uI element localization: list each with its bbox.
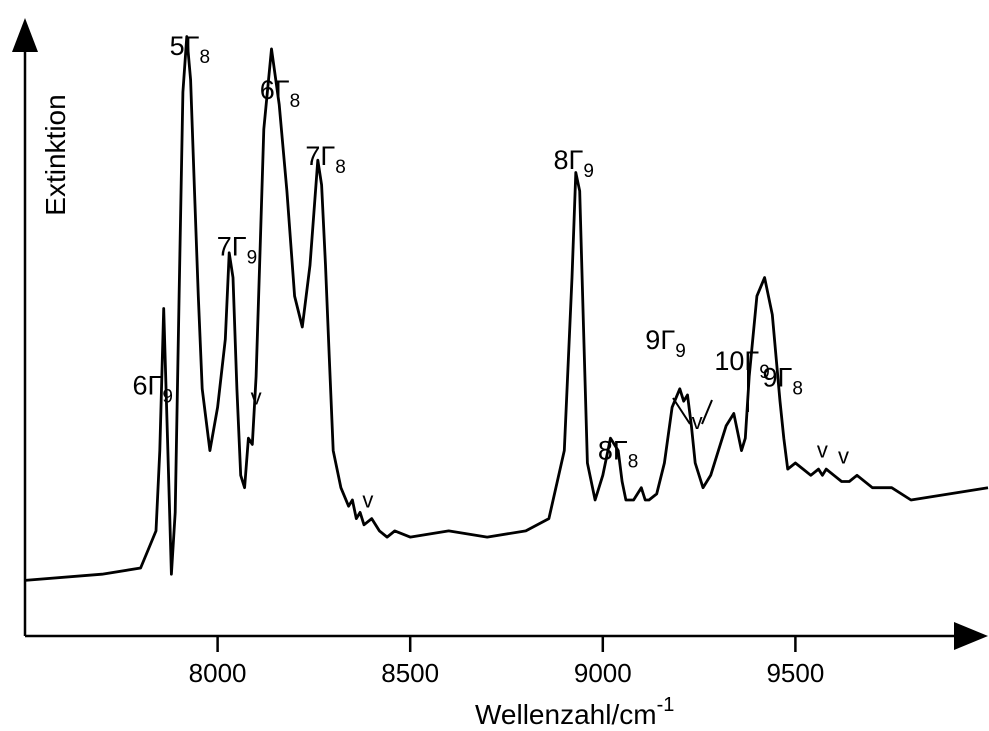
peak-label-subscript: 8 xyxy=(792,379,803,400)
peak-label-base: 8Γ xyxy=(553,145,583,175)
peak-label-base: 6Γ xyxy=(133,370,163,400)
peak-label-subscript: 9 xyxy=(675,341,686,362)
peak-label: 6Γ9 xyxy=(133,370,173,407)
x-axis-title-sup: -1 xyxy=(657,694,675,716)
peak-label-base: 8Γ xyxy=(598,436,628,466)
x-tick-label: 9500 xyxy=(766,658,824,688)
x-ticks xyxy=(216,636,797,652)
y-axis-title: Extinktion xyxy=(40,94,71,215)
peak-label-subscript: 8 xyxy=(290,91,301,112)
v-marker: v xyxy=(362,488,373,513)
x-tick-label: 8000 xyxy=(189,658,247,688)
peak-label-subscript: 9 xyxy=(162,386,173,407)
peak-label-base: 7Γ xyxy=(217,232,247,262)
peak-label: 7Γ8 xyxy=(305,141,345,178)
y-axis-arrow xyxy=(12,18,38,52)
peak-label-base: 6Γ xyxy=(260,75,290,105)
peak-label: 8Γ8 xyxy=(598,436,638,473)
x-tick-label: 9000 xyxy=(574,658,632,688)
peak-label: 7Γ9 xyxy=(217,232,257,269)
peak-label-base: 10Γ xyxy=(714,346,759,376)
v-marker: v xyxy=(251,384,262,409)
peak-label-subscript: 8 xyxy=(335,157,346,178)
v-marker: v xyxy=(817,437,828,462)
peak-label-subscript: 8 xyxy=(200,47,211,68)
x-axis-title: Wellenzahl/cm-1 xyxy=(475,694,674,730)
x-axis-arrow xyxy=(954,622,988,650)
peak-label-subscript: 9 xyxy=(583,161,594,182)
v-marker: v xyxy=(692,409,703,434)
peak-label: 10Γ9 xyxy=(714,346,769,383)
peak-label-subscript: 9 xyxy=(759,362,770,383)
peak-label: 9Γ8 xyxy=(763,363,803,400)
peak-label: 9Γ9 xyxy=(645,325,685,362)
peak-label-subscript: 9 xyxy=(247,248,258,269)
x-axis-title-main: Wellenzahl/cm xyxy=(475,699,657,730)
peak-label: 8Γ9 xyxy=(553,145,593,182)
peak-label: 6Γ8 xyxy=(260,75,300,112)
spectrum-line xyxy=(24,35,989,582)
peak-label-base: 9Γ xyxy=(763,363,793,393)
peak-label-subscript: 8 xyxy=(628,452,639,473)
peak-label-base: 7Γ xyxy=(305,141,335,171)
peak-label-base: 9Γ xyxy=(645,325,675,355)
leader-line-v xyxy=(701,399,713,425)
x-tick-label: 8500 xyxy=(381,658,439,688)
v-marker: v xyxy=(838,444,849,469)
x-tick-labels: 8000 8500 9000 9500 xyxy=(189,658,825,688)
leader-line-9g9 xyxy=(672,397,691,425)
peak-label-base: 5Γ xyxy=(170,31,200,61)
peak-label: 5Γ8 xyxy=(170,31,210,68)
